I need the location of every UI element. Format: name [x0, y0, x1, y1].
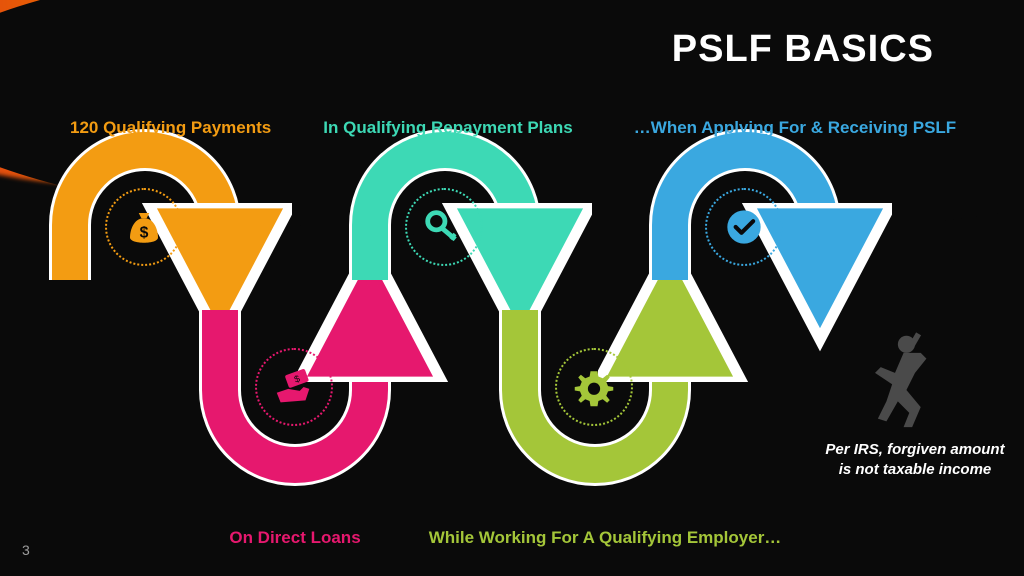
step-icon-employer: [555, 348, 633, 426]
hand-money-icon: $: [271, 364, 317, 410]
step-icon-loans: $: [255, 348, 333, 426]
step-icon-payments: $: [105, 188, 183, 266]
step-label-3: While Working For A Qualifying Employer…: [425, 528, 785, 548]
check-circle-icon: [724, 207, 764, 247]
step-label-1: On Direct Loans: [215, 528, 375, 548]
flow-diagram: $ $ 120 Qualifying Payments On Direct Lo…: [30, 100, 990, 550]
page-title: PSLF BASICS: [672, 28, 934, 71]
gear-icon: [573, 366, 615, 408]
page-number: 3: [22, 542, 30, 558]
step-icon-receiving: [705, 188, 783, 266]
arrow-path-svg: [30, 100, 990, 550]
key-icon: [421, 204, 467, 250]
money-bag-icon: $: [123, 206, 165, 248]
irs-note: Per IRS, forgiven amount is not taxable …: [815, 440, 1015, 479]
note-line-1: Per IRS, forgiven amount: [825, 441, 1004, 458]
svg-text:$: $: [140, 225, 149, 242]
step-label-4: …When Applying For & Receiving PSLF: [625, 118, 965, 138]
step-label-2: In Qualifying Repayment Plans: [323, 118, 573, 138]
runner-figure-icon: [850, 330, 940, 430]
note-line-2: is not taxable income: [839, 461, 992, 478]
step-label-0: 120 Qualifying Payments: [70, 118, 280, 138]
step-icon-plans: [405, 188, 483, 266]
